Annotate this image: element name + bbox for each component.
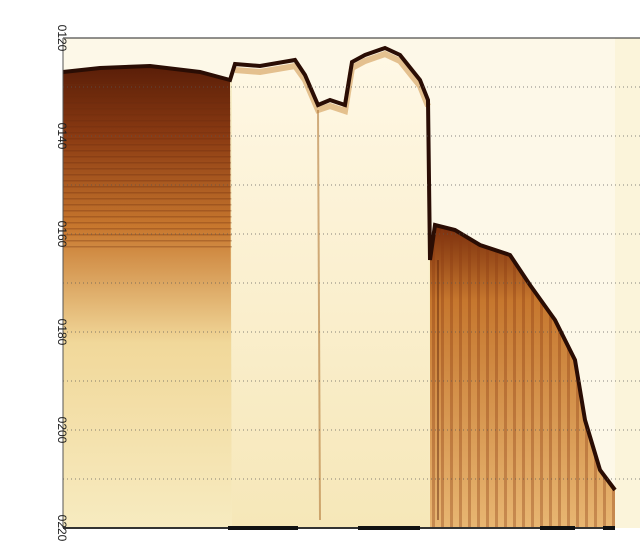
bottom-segment	[228, 526, 298, 530]
bottom-segment	[540, 526, 575, 530]
depth-label: 0160	[55, 221, 69, 248]
page: 012001400160018002000220 (() => { const …	[0, 0, 642, 548]
profile-image: 0120 0140 0160 0180 0200 0220	[0, 0, 642, 548]
bottom-segment	[603, 526, 615, 530]
depth-label: 0140	[55, 123, 69, 150]
depth-label: 0200	[55, 417, 69, 444]
left-layers	[63, 80, 232, 250]
middle-block	[232, 48, 430, 528]
bottom-segment	[358, 526, 420, 530]
depth-label: 0220	[55, 515, 69, 542]
depth-label: 0180	[55, 319, 69, 346]
depth-label: 0120	[55, 25, 69, 52]
